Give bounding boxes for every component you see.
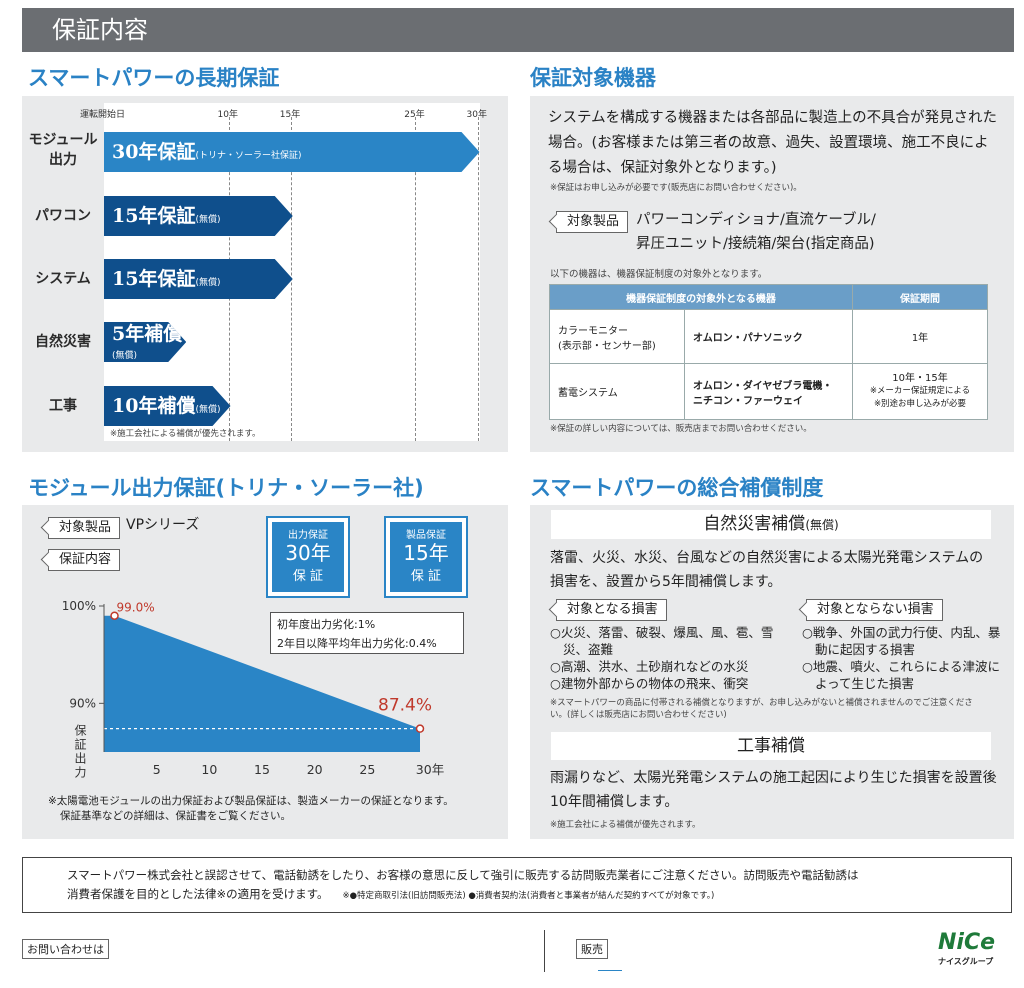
table-head-period: 保証期間 (852, 284, 988, 310)
output-chart: 100% 90% 5 10 15 20 25 30年 保証出力 99.0% 87.4% (62, 599, 445, 780)
warranty-row-label: モジュール 出力 (28, 132, 98, 168)
work-body: 雨漏りなど、太陽光発電システムの施工起因により生じた損害を設置後10年間補償しま… (550, 770, 997, 810)
x-tick-label: 30年 (416, 762, 444, 777)
not-covered-list: ○戦争、外国の武力行使、内乱、暴動に起因する損害 ○地震、噴火、これらによる津波に… (802, 624, 1002, 692)
list-item: ○地震、噴火、これらによる津波によって生じた損害 (802, 659, 1001, 691)
degradation-info: 初年度出力劣化:1% 2年目以降平均年出力劣化:0.4% (270, 612, 464, 654)
output-area (104, 615, 420, 752)
seller-underline (598, 970, 622, 971)
list-item: ○建物外部からの物体の飛来、衝突 (550, 676, 749, 691)
row1-maker: オムロン・パナソニック (684, 309, 853, 364)
table-head-equipment: 機器保証制度の対象外となる機器 (549, 284, 853, 310)
target-tag: 対象製品 (556, 210, 629, 233)
warranty-row-label: 自然災害 (35, 334, 91, 350)
notice-box: スマートパワー株式会社と誤認させて、電話勧誘をしたり、お客様の意思に反して強引に… (22, 857, 1012, 913)
tag-not-covered: 対象とならない損害 (806, 598, 943, 621)
disaster-note: ※スマートパワーの商品に付帯される補償となりますが、お申し込みがないと補償されま… (550, 698, 973, 720)
seller-label: 販売 (576, 939, 608, 959)
info-line2: 2年目以降平均年出力劣化:0.4% (277, 637, 437, 650)
notice-line2-small: ※●特定商取引法(旧訪問販売法) ●消費者契約法(消費者と事業者が結んだ契約すべ… (342, 891, 715, 901)
work-note: ※施工会社による補償が優先されます。 (550, 820, 701, 830)
x-tick-label: 20 (307, 762, 323, 777)
warranty-bar: 10年補償(無償) (104, 386, 231, 426)
footer-divider (544, 930, 545, 972)
end-point-label: 87.4% (378, 696, 432, 716)
comp-section-title: スマートパワーの総合補償制度 (530, 476, 824, 500)
target-body: システムを構成する機器または各部品に製造上の不具合が発見された場合。(お客様また… (548, 110, 998, 176)
x-tick-label: 15 (254, 762, 270, 777)
list-item: ○火災、落雷、破裂、爆風、風、雹、雪災、盗難 (550, 625, 774, 657)
table-row: 蓄電システム オムロン・ダイヤゼブラ電機・ ニチコン・ファーウェイ 10年・15… (549, 363, 988, 420)
nice-logo: NiCe (938, 930, 996, 955)
warranty-note: ※施工会社による補償が優先されます。 (110, 429, 261, 439)
warranty-section-title: スマートパワーの長期保証 (28, 66, 280, 90)
axis-tick-label: 25年 (404, 110, 425, 120)
axis-tick-label: 30年 (466, 110, 487, 120)
row2-period: 10年・15年 (892, 373, 948, 384)
disaster-title-band: 自然災害補償(無償) (551, 510, 991, 539)
y-tick-label: 90% (69, 696, 96, 710)
axis-tick-label: 10年 (217, 110, 238, 120)
excluded-table: 機器保証制度の対象外となる機器 保証期間 カラーモニター (表示部・センサー部)… (549, 284, 988, 420)
y-axis-label: 保証出力 (73, 724, 87, 780)
disaster-body: 落雷、火災、水災、台風などの自然災害による太陽光発電システムの損害を、設置から5… (550, 550, 984, 590)
covered-list: ○火災、落雷、破裂、爆風、風、雹、雪災、盗難 ○高潮、洪水、土砂崩れなどの水災 ○建… (550, 624, 790, 692)
notice-line1: スマートパワー株式会社と誤認させて、電話勧誘をしたり、お客様の意思に反して強引に… (67, 868, 859, 882)
row1-name: カラーモニター (表示部・センサー部) (549, 309, 685, 364)
x-tick-label: 25 (359, 762, 375, 777)
target-note1: ※保証はお申し込みが必要です(販売店にお問い合わせください)。 (550, 183, 802, 193)
contact-label: お問い合わせは (22, 939, 109, 959)
warranty-bar: 15年保証(無償) (104, 259, 293, 299)
table-row: カラーモニター (表示部・センサー部) オムロン・パナソニック 1年 (549, 309, 988, 364)
page-header: 保証内容 (22, 8, 1014, 52)
axis-start-label: 運転開始日 (80, 110, 126, 120)
start-point-label: 99.0% (117, 601, 155, 615)
x-tick-label: 5 (153, 762, 161, 777)
module-product: VPシリーズ (126, 517, 200, 533)
warranty-bar: 30年保証(トリナ・ソーラー社保証) (104, 132, 480, 172)
module-tag-product: 対象製品 (48, 516, 121, 539)
warranty-row-label: システム (35, 271, 91, 287)
end-point (415, 724, 425, 733)
target-section-title: 保証対象機器 (530, 66, 656, 90)
list-item: ○戦争、外国の武力行使、内乱、暴動に起因する損害 (802, 625, 1001, 657)
row2-period-note: ※メーカー保証規定による ※別途お申し込みが必要 (869, 386, 971, 409)
row1-period: 1年 (852, 309, 988, 364)
page-title: 保証内容 (52, 16, 148, 44)
row2-name: 蓄電システム (549, 363, 685, 420)
x-tick-label: 10 (201, 762, 217, 777)
warranty-bar: 5年補償 (無償) (104, 322, 186, 362)
list-item: ○高潮、洪水、土砂崩れなどの水災 (550, 659, 749, 674)
info-line1: 初年度出力劣化:1% (277, 618, 376, 631)
product-warranty-badge: 製品保証 15年 保 証 (384, 516, 468, 598)
axis-tick-label: 15年 (279, 110, 301, 120)
warranty-row-label: パワコン (35, 208, 91, 224)
module-section-title: モジュール出力保証(トリナ・ソーラー社) (28, 476, 424, 500)
start-point (110, 611, 119, 620)
y-tick-label: 100% (62, 599, 96, 613)
tag-covered: 対象となる損害 (556, 598, 667, 621)
target-note2: ※保証の詳しい内容については、販売店までお問い合わせください。 (550, 424, 812, 434)
target-products-line1: パワーコンディショナ/直流ケーブル/ (636, 212, 876, 228)
target-products-line2: 昇圧ユニット/接続箱/架台(指定商品) (636, 236, 875, 252)
module-note: ※太陽電池モジュールの出力保証および製品保証は、製造メーカーの保証となります。 … (48, 795, 454, 822)
excluded-intro: 以下の機器は、機器保証制度の対象外となります。 (550, 269, 768, 280)
row2-maker: オムロン・ダイヤゼブラ電機・ ニチコン・ファーウェイ (684, 363, 853, 420)
output-warranty-badge: 出力保証 30年 保 証 (266, 516, 350, 598)
work-title-band: 工事補償 (551, 732, 991, 760)
notice-line2: 消費者保護を目的とした法律※の適用を受けます。 (67, 887, 329, 901)
warranty-row-label: 工事 (49, 398, 77, 414)
gridline (477, 117, 479, 441)
comp-panel (530, 505, 1014, 839)
nice-logo-sub: ナイスグループ (938, 957, 994, 966)
gridline (415, 117, 417, 441)
module-tag-content: 保証内容 (48, 548, 121, 571)
warranty-bar: 15年保証(無償) (104, 196, 293, 236)
